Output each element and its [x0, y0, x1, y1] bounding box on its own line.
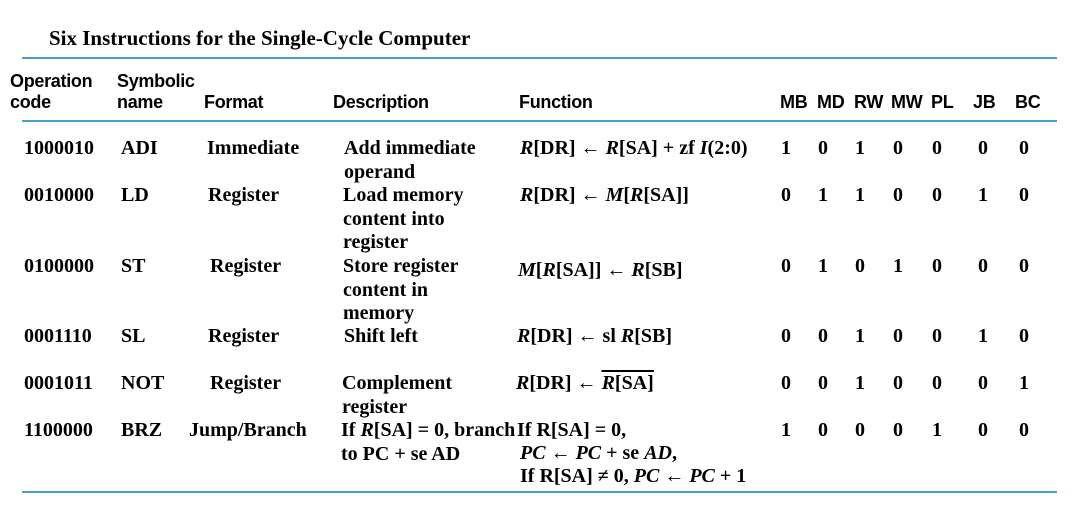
jb-value: 0 [978, 419, 988, 441]
name-cell: SL [121, 325, 146, 347]
header-mb: MB [780, 92, 808, 112]
rw-value: 1 [855, 137, 865, 159]
format-cell: Register [210, 255, 282, 277]
mw-value: 0 [893, 325, 903, 347]
opcode-cell: 0001011 [24, 372, 93, 394]
header-rw: RW [854, 92, 884, 112]
mb-value: 0 [781, 372, 791, 394]
header-function: Function [519, 92, 593, 112]
mw-value: 0 [893, 372, 903, 394]
opcode-cell: 1000010 [24, 137, 94, 159]
function-cell: R[DR] ← M[R[SA]] [520, 184, 689, 206]
jb-value: 1 [978, 184, 988, 206]
mw-value: 0 [893, 137, 903, 159]
name-cell: LD [121, 184, 149, 206]
complement-overbar: R[SA] [601, 372, 654, 394]
md-value: 1 [818, 184, 828, 206]
header-symbolic-name: Symbolic name [117, 71, 195, 112]
name-cell: ST [121, 255, 146, 277]
md-value: 0 [818, 137, 828, 159]
rw-value: 1 [855, 184, 865, 206]
pl-value: 0 [932, 137, 942, 159]
pl-value: 0 [932, 325, 942, 347]
rw-value: 0 [855, 255, 865, 277]
bc-value: 0 [1019, 419, 1029, 441]
format-cell: Jump/Branch [189, 419, 307, 441]
description-cell: Store register content in memory [343, 255, 459, 324]
mb-value: 1 [781, 137, 791, 159]
rw-value: 0 [855, 419, 865, 441]
bc-value: 1 [1019, 372, 1029, 394]
mb-value: 1 [781, 419, 791, 441]
header-format: Format [204, 92, 264, 112]
opcode-cell: 0010000 [24, 184, 94, 206]
mw-value: 0 [893, 184, 903, 206]
rw-value: 1 [855, 325, 865, 347]
page-title: Six Instructions for the Single-Cycle Co… [49, 26, 471, 50]
function-cell: M[R[SA]] ← R[SB] [518, 259, 683, 281]
header-mw: MW [891, 92, 923, 112]
header-md: MD [817, 92, 845, 112]
mw-value: 1 [893, 255, 903, 277]
pl-value: 1 [932, 419, 942, 441]
md-value: 0 [818, 325, 828, 347]
opcode-cell: 0100000 [24, 255, 94, 277]
header-pl: PL [931, 92, 954, 112]
bc-value: 0 [1019, 137, 1029, 159]
function-cell: R[DR] ← sl R[SB] [517, 325, 673, 347]
jb-value: 0 [978, 255, 988, 277]
header-jb: JB [973, 92, 996, 112]
jb-value: 0 [978, 372, 988, 394]
rw-value: 1 [855, 372, 865, 394]
format-cell: Immediate [207, 137, 300, 159]
jb-value: 1 [978, 325, 988, 347]
top-rule [22, 57, 1057, 59]
bc-value: 0 [1019, 184, 1029, 206]
header-rule [22, 120, 1057, 122]
name-cell: ADI [121, 137, 158, 159]
bc-value: 0 [1019, 325, 1029, 347]
jb-value: 0 [978, 137, 988, 159]
bc-value: 0 [1019, 255, 1029, 277]
header-opcode: Operation code [10, 71, 93, 112]
opcode-cell: 1100000 [24, 419, 93, 441]
bottom-rule [22, 491, 1057, 493]
function-cell: If R[SA] = 0, PC ← PC + se AD, If R[SA] … [517, 419, 747, 487]
description-cell: Load memory content into register [343, 184, 464, 253]
md-value: 0 [818, 372, 828, 394]
md-value: 1 [818, 255, 828, 277]
format-cell: Register [210, 372, 282, 394]
name-cell: NOT [121, 372, 165, 394]
name-cell: BRZ [121, 419, 163, 441]
mw-value: 0 [893, 419, 903, 441]
function-cell: R[DR] ← R[SA] [516, 372, 654, 394]
header-bc: BC [1015, 92, 1041, 112]
description-cell: Complement register [342, 372, 452, 418]
description-cell: Add immediate operand [344, 137, 476, 183]
header-description: Description [333, 92, 429, 112]
description-cell: Shift left [344, 325, 418, 347]
function-cell: R[DR] ← R[SA] + zf I(2:0) [520, 137, 748, 159]
mb-value: 0 [781, 325, 791, 347]
format-cell: Register [208, 184, 280, 206]
mb-value: 0 [781, 184, 791, 206]
pl-value: 0 [932, 184, 942, 206]
format-cell: Register [208, 325, 280, 347]
opcode-cell: 0001110 [24, 325, 92, 347]
mb-value: 0 [781, 255, 791, 277]
pl-value: 0 [932, 372, 942, 394]
pl-value: 0 [932, 255, 942, 277]
description-cell: If R[SA] = 0, branch to PC + se AD [341, 419, 516, 465]
md-value: 0 [818, 419, 828, 441]
